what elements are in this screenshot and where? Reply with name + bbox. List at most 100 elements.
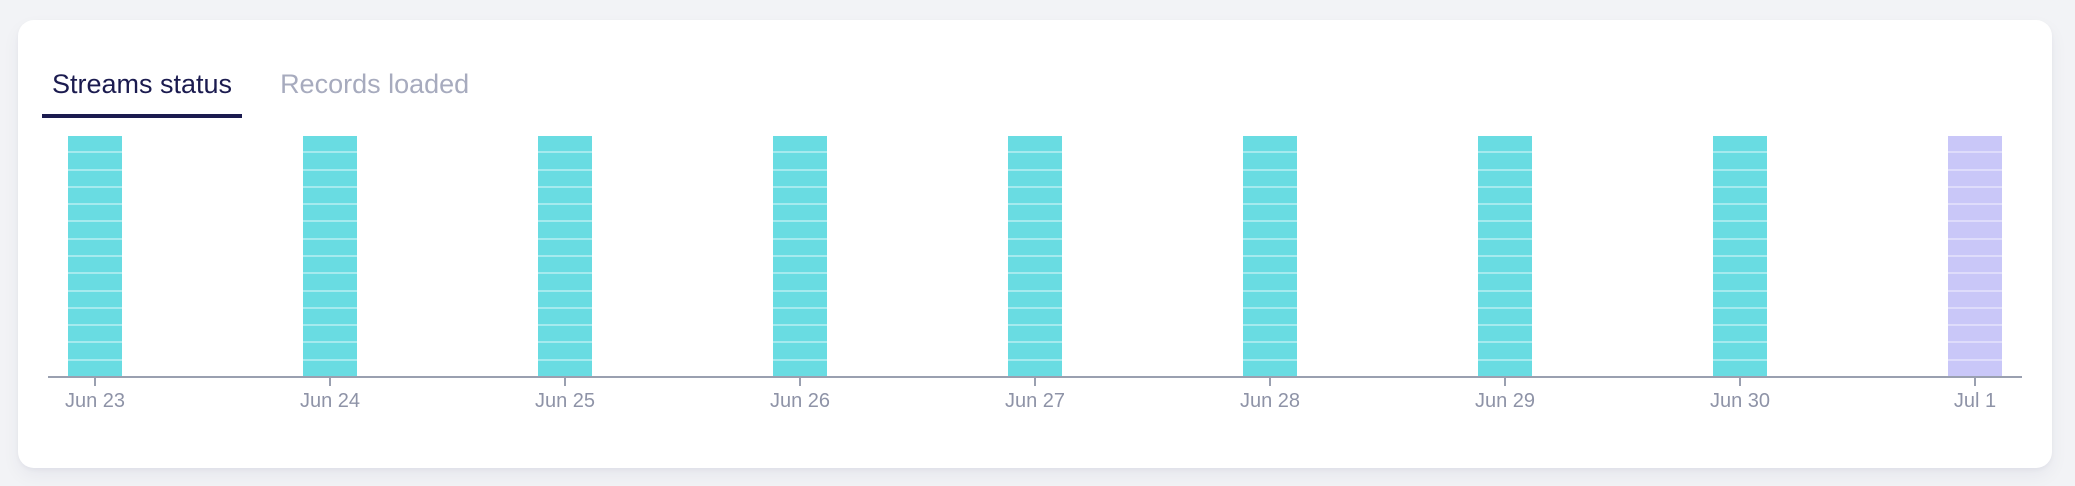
status-bar-jun-27[interactable]	[1008, 136, 1062, 376]
bar-segment	[538, 289, 592, 307]
bar-segment	[1948, 185, 2002, 204]
bar-segment	[1948, 341, 2002, 359]
streams-status-card: Streams status Records loaded Jun 23 Jun …	[18, 20, 2052, 468]
x-axis-label-group: Jun 30	[1710, 378, 1770, 413]
bar-segment	[1243, 306, 1297, 325]
bar-segment	[1478, 272, 1532, 290]
bar-segment	[303, 272, 357, 290]
x-axis-label-group: Jun 25	[534, 378, 596, 413]
x-axis-labels: Jun 23 Jun 24 Jun 25 Jun 26 Jun 27 Jun 28 Jun …	[64, 378, 2002, 413]
bar-segment	[1478, 203, 1532, 221]
bar-segment	[1243, 272, 1297, 290]
bar-segment	[1713, 272, 1767, 290]
bar-segment	[303, 254, 357, 273]
x-axis-label: Jun 24	[299, 390, 361, 412]
bar-segment	[1713, 341, 1767, 359]
bar-segment	[538, 306, 592, 325]
bar-segment	[1478, 185, 1532, 204]
bar-segment	[773, 136, 827, 152]
bar-segment	[68, 272, 122, 290]
bar-segment	[1478, 324, 1532, 342]
bar-segment	[1478, 254, 1532, 273]
bar-segment	[1713, 136, 1767, 152]
bar-segment	[1948, 306, 2002, 325]
x-axis-label: Jun 26	[769, 390, 831, 412]
bar-segment	[68, 151, 122, 169]
bar-segment	[1243, 168, 1297, 186]
bar-segment	[1478, 289, 1532, 307]
bar-segment	[1478, 358, 1532, 376]
bar-segment	[1713, 220, 1767, 238]
bar-segment	[303, 341, 357, 359]
bar-segment	[1243, 237, 1297, 255]
bar-segment	[303, 136, 357, 152]
bar-segment	[1478, 168, 1532, 186]
status-bar-jun-24[interactable]	[303, 136, 357, 376]
bar-segment	[1243, 185, 1297, 204]
bar-segment	[1478, 220, 1532, 238]
bar-segment	[1008, 151, 1062, 169]
bar-segment	[538, 220, 592, 238]
bar-segment	[1478, 151, 1532, 169]
bar-segment	[68, 306, 122, 325]
status-bar-jul-1[interactable]	[1948, 136, 2002, 376]
bar-segment	[1948, 151, 2002, 169]
bar-segment	[773, 289, 827, 307]
status-bar-jun-26[interactable]	[773, 136, 827, 376]
status-bar-jun-25[interactable]	[538, 136, 592, 376]
bar-segment	[773, 254, 827, 273]
bar-segment	[303, 203, 357, 221]
status-bar-jun-28[interactable]	[1243, 136, 1297, 376]
bar-segment	[773, 272, 827, 290]
bar-segment	[538, 203, 592, 221]
bar-segment	[1713, 168, 1767, 186]
bar-segment	[68, 136, 122, 152]
bar-segment	[68, 203, 122, 221]
bar-segment	[1243, 254, 1297, 273]
bar-segment	[538, 272, 592, 290]
status-bar-jun-23[interactable]	[68, 136, 122, 376]
bar-segment	[1948, 289, 2002, 307]
tab-records-loaded[interactable]: Records loaded	[280, 69, 470, 99]
tab-streams-status[interactable]: Streams status	[42, 68, 243, 118]
x-axis-label: Jun 28	[1239, 390, 1301, 412]
bar-segment	[1008, 324, 1062, 342]
bar-segment	[1478, 306, 1532, 325]
bar-segment	[1243, 220, 1297, 238]
status-bar-jun-30[interactable]	[1713, 136, 1767, 376]
bar-segment	[538, 358, 592, 376]
bar-segment	[1713, 289, 1767, 307]
bar-segment	[303, 324, 357, 342]
bar-segment	[303, 358, 357, 376]
axis-tick	[1269, 378, 1271, 386]
bar-segment	[68, 237, 122, 255]
x-axis-label: Jul 1	[1953, 390, 1997, 412]
bar-segment	[303, 185, 357, 204]
bar-segment	[538, 341, 592, 359]
bar-segment	[1713, 203, 1767, 221]
x-axis-label-group: Jun 29	[1475, 378, 1535, 413]
bar-segment	[538, 237, 592, 255]
bar-segment	[303, 237, 357, 255]
bar-segment	[773, 358, 827, 376]
bar-segment	[538, 254, 592, 273]
x-axis-label: Jun 25	[534, 390, 596, 412]
bar-segment	[773, 168, 827, 186]
x-axis-label: Jun 23	[64, 390, 126, 412]
bar-segment	[1948, 136, 2002, 152]
bar-segment	[1478, 237, 1532, 255]
bar-segment	[1948, 254, 2002, 273]
status-bar-jun-29[interactable]	[1478, 136, 1532, 376]
bar-segment	[1243, 136, 1297, 152]
bar-segment	[1713, 237, 1767, 255]
x-axis-line	[48, 376, 2022, 378]
bar-segment	[538, 168, 592, 186]
bar-segment	[773, 324, 827, 342]
bar-segment	[68, 358, 122, 376]
bar-segment	[773, 237, 827, 255]
bar-segment	[1008, 203, 1062, 221]
bar-segment	[1243, 289, 1297, 307]
bar-segment	[1948, 237, 2002, 255]
bar-segment	[1008, 185, 1062, 204]
bar-segment	[1948, 220, 2002, 238]
